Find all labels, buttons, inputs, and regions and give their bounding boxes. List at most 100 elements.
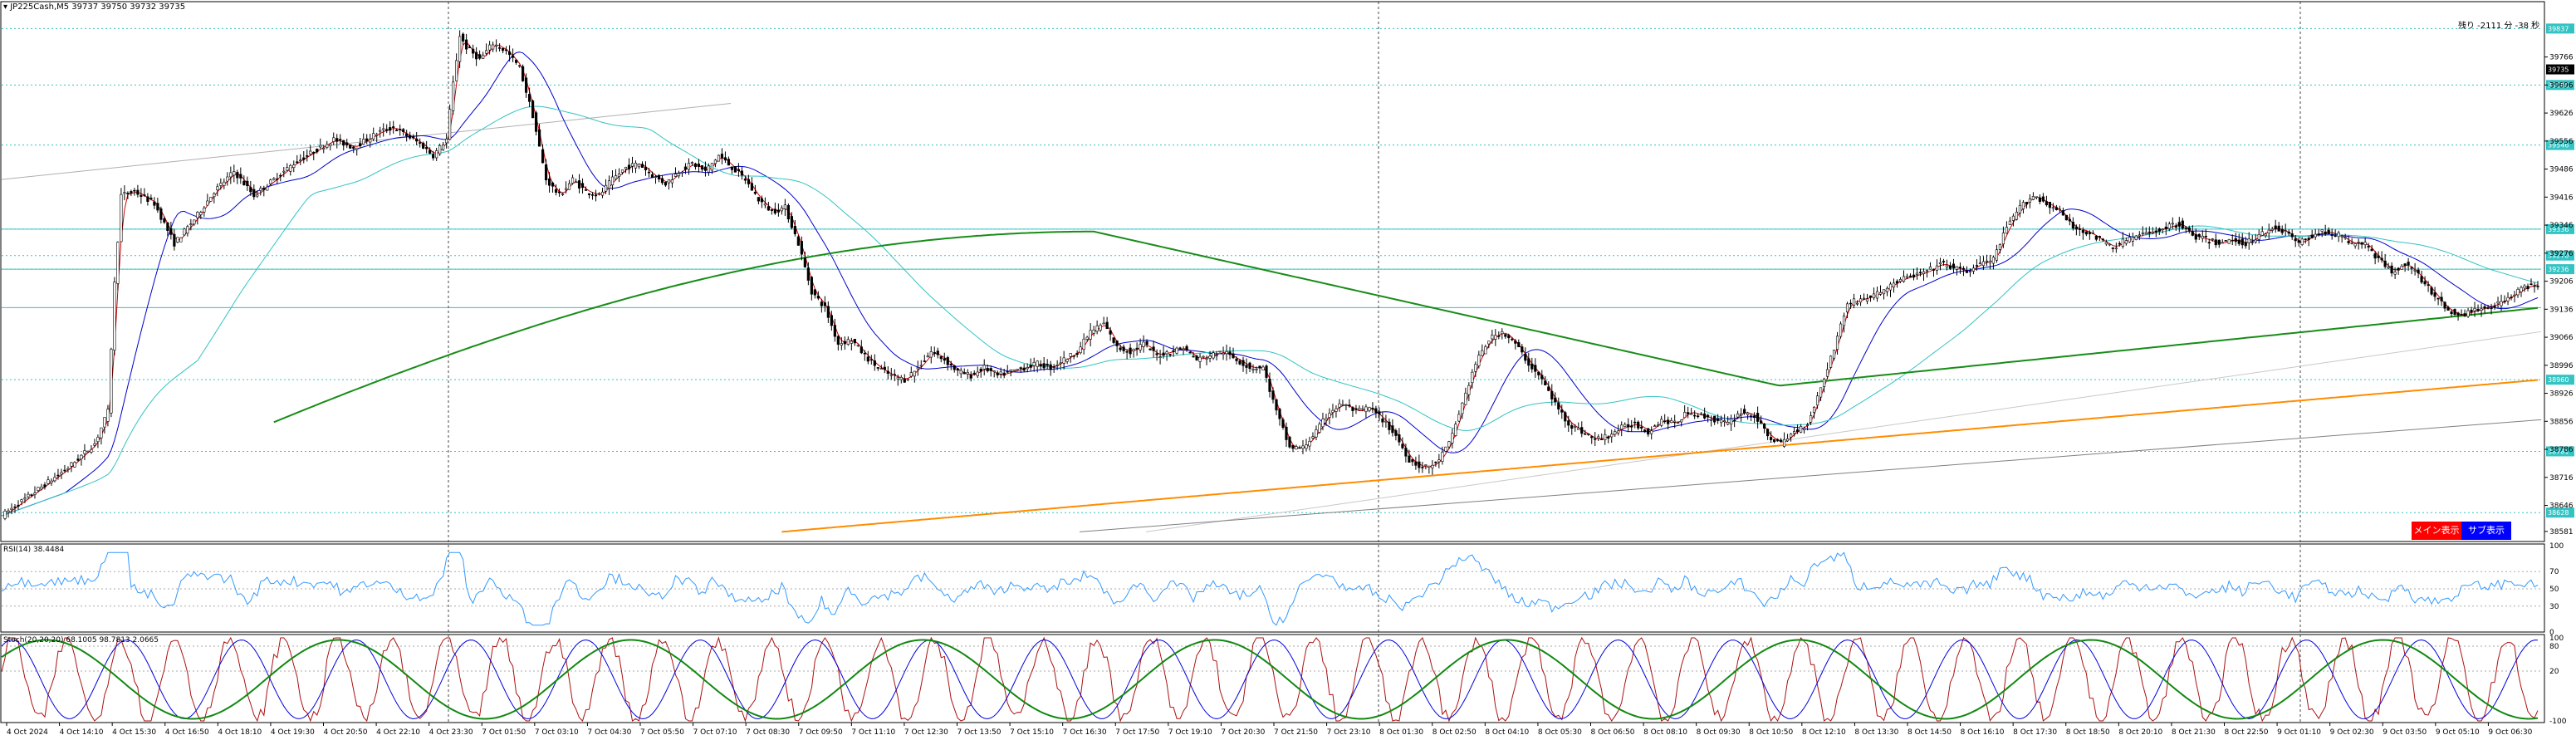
candle-body: [1597, 436, 1600, 439]
price-badge: [2546, 446, 2574, 457]
candle-body: [2250, 241, 2254, 243]
candle-body: [707, 165, 711, 173]
candle-body: [1115, 341, 1119, 346]
candle-body: [680, 171, 684, 174]
candle-body: [1205, 358, 1208, 360]
candle-body: [2440, 296, 2443, 301]
candle-body: [1158, 356, 1162, 358]
candle-body: [110, 349, 113, 414]
candle-body: [2167, 223, 2171, 229]
candle-body: [1291, 444, 1295, 449]
candle-body: [2370, 248, 2373, 252]
candle-body: [1564, 412, 1567, 422]
candle-body: [610, 176, 615, 186]
candle-body: [37, 487, 40, 491]
candle-body: [223, 181, 226, 186]
candle-body: [1630, 425, 1633, 428]
candle-body: [1125, 350, 1129, 353]
stoch-pane[interactable]: [0, 634, 2545, 723]
candle-body: [1009, 370, 1012, 372]
candle-body: [206, 200, 209, 206]
candle-body: [936, 350, 939, 355]
candle-body: [1650, 430, 1653, 434]
candle-body: [1271, 390, 1275, 400]
candle-body: [2510, 296, 2513, 299]
candle-body: [1842, 316, 1846, 326]
candle-body: [130, 191, 133, 194]
dropdown-triangle-icon[interactable]: ▾: [3, 2, 8, 12]
candle-body: [2410, 267, 2413, 269]
candle-body: [2068, 218, 2071, 222]
candle-body: [332, 137, 335, 142]
candle-body: [507, 51, 512, 56]
candle-body: [886, 370, 889, 374]
candle-body: [966, 372, 969, 375]
price-badge-label: 39696: [2548, 81, 2569, 89]
candle-body: [1002, 372, 1006, 376]
trend-line-lower: [1079, 419, 2542, 532]
candle-body: [527, 94, 531, 102]
time-tick-label: 7 Oct 03:10: [535, 728, 579, 737]
candle-body: [1707, 414, 1710, 418]
candle-body: [956, 368, 959, 371]
candle-body: [236, 172, 239, 179]
candle-body: [2171, 223, 2174, 225]
candle-body: [989, 368, 992, 371]
candle-body: [647, 171, 651, 174]
candle-body: [1839, 323, 1843, 337]
candle-body: [1975, 265, 1979, 267]
candle-body: [840, 343, 843, 345]
candle-body: [1795, 429, 1800, 433]
candle-body: [246, 180, 249, 187]
candle-body: [385, 129, 389, 131]
candle-body: [73, 462, 76, 468]
candle-body: [2054, 207, 2058, 210]
candle-body: [296, 161, 299, 164]
rsi-axis: 100 70 50 30 0: [2549, 542, 2564, 637]
main-pane[interactable]: [0, 1, 2545, 542]
candle-body: [1590, 436, 1594, 439]
candle-body: [1178, 347, 1182, 350]
candle-body: [269, 179, 272, 184]
candle-body: [1494, 335, 1497, 340]
candle-body: [1965, 270, 1969, 273]
main-display-button[interactable]: メイン表示: [2412, 522, 2461, 540]
candle-body: [1746, 412, 1750, 415]
candle-body: [2430, 287, 2433, 295]
candle-body: [1511, 338, 1514, 341]
candle-body: [1341, 404, 1344, 406]
rsi-tick-label: 30: [2549, 603, 2559, 611]
candle-body: [2496, 301, 2500, 304]
price-tick-label: 39416: [2549, 194, 2574, 202]
candle-body: [2121, 238, 2124, 247]
candle-body: [541, 149, 545, 164]
candle-body: [1683, 412, 1687, 419]
candle-body: [899, 377, 903, 380]
candle-body: [2446, 306, 2450, 311]
candle-body: [1971, 267, 1976, 272]
candle-body: [1278, 409, 1281, 419]
rsi-pane[interactable]: [0, 543, 2545, 633]
candle-body: [986, 367, 989, 372]
candle-body: [846, 339, 850, 345]
candle-body: [1667, 419, 1670, 424]
candle-body: [949, 363, 953, 366]
candle-body: [47, 479, 50, 484]
candle-body: [2197, 233, 2201, 238]
time-tick-label: 8 Oct 01:30: [1379, 728, 1423, 737]
candle-body: [687, 163, 691, 170]
candle-body: [630, 163, 634, 167]
time-tick-label: 7 Oct 13:50: [957, 728, 1002, 737]
candle-body: [1776, 439, 1780, 441]
candle-body: [2071, 222, 2074, 229]
candle-body: [2373, 253, 2377, 259]
candle-body: [906, 378, 909, 380]
candle-body: [1998, 244, 2002, 250]
candle-body: [1477, 355, 1481, 366]
price-badge-label: 39236: [2548, 266, 2569, 273]
time-tick-label: 7 Oct 08:30: [746, 728, 790, 737]
candle-body: [2058, 208, 2061, 211]
candle-body: [836, 336, 840, 345]
sub-display-button[interactable]: サブ表示: [2461, 522, 2511, 540]
